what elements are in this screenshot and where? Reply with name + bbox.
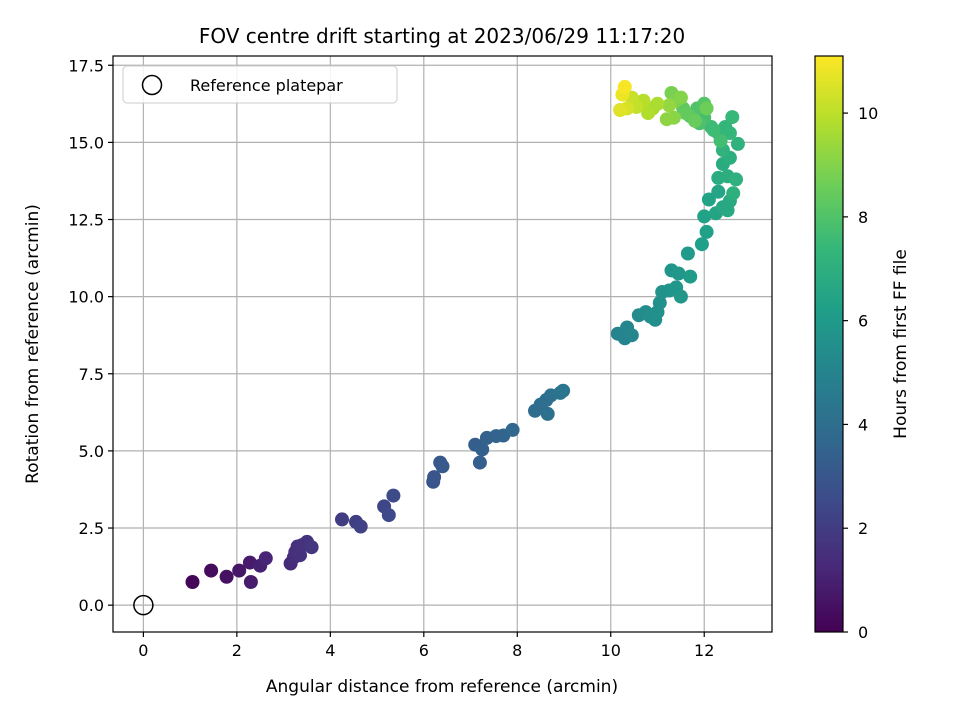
x-tick-label: 6	[419, 641, 429, 660]
y-tick-label: 15.0	[68, 133, 104, 152]
scatter-point	[683, 269, 698, 284]
scatter-point	[540, 406, 555, 421]
legend-entry-reference: Reference platepar	[190, 76, 343, 95]
colorbar-frame	[814, 55, 844, 633]
scatter-point	[730, 136, 745, 151]
scatter-point	[617, 79, 632, 94]
reference-point-marker	[133, 594, 154, 616]
scatter-point	[687, 113, 702, 128]
scatter-point	[613, 103, 628, 117]
x-tick-label: 12	[694, 641, 714, 660]
scatter-point	[697, 209, 712, 224]
points-layer	[185, 79, 745, 589]
scatter-point	[673, 289, 688, 304]
y-axis-ticks: 0.0 2.5 5.0 7.5 10.0 12.5 15.0 17.5	[68, 56, 113, 615]
scatter-point	[435, 459, 450, 474]
colorbar-gradient	[815, 56, 843, 632]
scatter-point	[694, 237, 709, 252]
scatter-point	[505, 422, 520, 437]
colorbar-tick-label: 2	[858, 519, 868, 538]
scatter-point	[711, 184, 726, 199]
scatter-point	[713, 133, 728, 148]
scatter-point	[680, 246, 695, 261]
scatter-point	[335, 512, 349, 527]
scatter-point	[427, 470, 442, 485]
scatter-point	[652, 295, 667, 310]
scatter-point	[722, 126, 737, 141]
scatter-point	[659, 112, 674, 127]
x-axis-label: Angular distance from reference (arcmin)	[266, 677, 618, 697]
y-tick-label: 10.0	[68, 288, 104, 307]
x-tick-label: 8	[512, 641, 522, 660]
scatter-point	[729, 172, 743, 187]
scatter-point	[472, 455, 487, 470]
colorbar-tick-label: 10	[858, 104, 878, 123]
scatter-point	[671, 266, 686, 281]
y-tick-label: 5.0	[79, 442, 104, 461]
scatter-point	[219, 569, 234, 584]
scatter-point	[678, 106, 693, 121]
y-tick-label: 2.5	[79, 519, 104, 538]
legend: Reference platepar	[122, 65, 398, 104]
x-tick-label: 2	[232, 641, 242, 660]
legend-reference-marker	[141, 74, 163, 96]
scatter-point	[726, 186, 741, 201]
scatter-point	[475, 442, 490, 457]
scatter-point	[185, 575, 200, 589]
x-tick-label: 4	[325, 641, 335, 660]
scatter-point	[304, 540, 319, 555]
scatter-point	[650, 96, 665, 111]
legend-frame	[122, 65, 398, 104]
scatter-point	[706, 123, 721, 137]
scatter-point	[232, 563, 247, 578]
scatter-point	[204, 563, 219, 578]
scatter-point	[243, 575, 258, 589]
y-tick-label: 7.5	[79, 365, 104, 384]
colorbar-label: Hours from first FF file	[891, 249, 911, 439]
plot-area-frame	[112, 55, 773, 633]
scatter-point	[386, 488, 401, 503]
scatter-point	[641, 106, 656, 121]
scatter-point	[673, 90, 688, 105]
scatter-point	[381, 508, 396, 523]
colorbar: 0 2 4 6 8 10 Hours from first FF file	[814, 55, 911, 642]
y-tick-label: 17.5	[68, 56, 104, 75]
scatter-point	[556, 383, 571, 398]
reference-layer	[133, 594, 154, 616]
colorbar-tick-label: 6	[858, 312, 868, 331]
colorbar-tick-label: 8	[858, 208, 868, 227]
x-tick-label: 10	[601, 641, 621, 660]
colorbar-tick-label: 0	[858, 623, 868, 642]
y-axis-label: Rotation from reference (arcmin)	[23, 204, 43, 484]
scatter-point	[725, 110, 740, 125]
scatter-point	[258, 551, 273, 566]
colorbar-ticks: 0 2 4 6 8 10	[843, 104, 878, 642]
x-axis-ticks: 0 2 4 6 8 10 12	[138, 632, 714, 660]
scatter-point	[701, 192, 716, 207]
x-tick-label: 0	[138, 641, 148, 660]
chart-title: FOV centre drift starting at 2023/06/29 …	[199, 24, 685, 48]
colorbar-tick-label: 4	[858, 415, 868, 434]
scatter-point	[699, 224, 714, 239]
y-tick-label: 12.5	[68, 211, 104, 230]
y-tick-label: 0.0	[79, 596, 104, 615]
scatter-point	[353, 519, 368, 534]
scatter-point	[699, 101, 714, 116]
scatter-point	[624, 328, 639, 343]
scatter-point	[662, 98, 677, 113]
grid-layer	[113, 56, 772, 632]
